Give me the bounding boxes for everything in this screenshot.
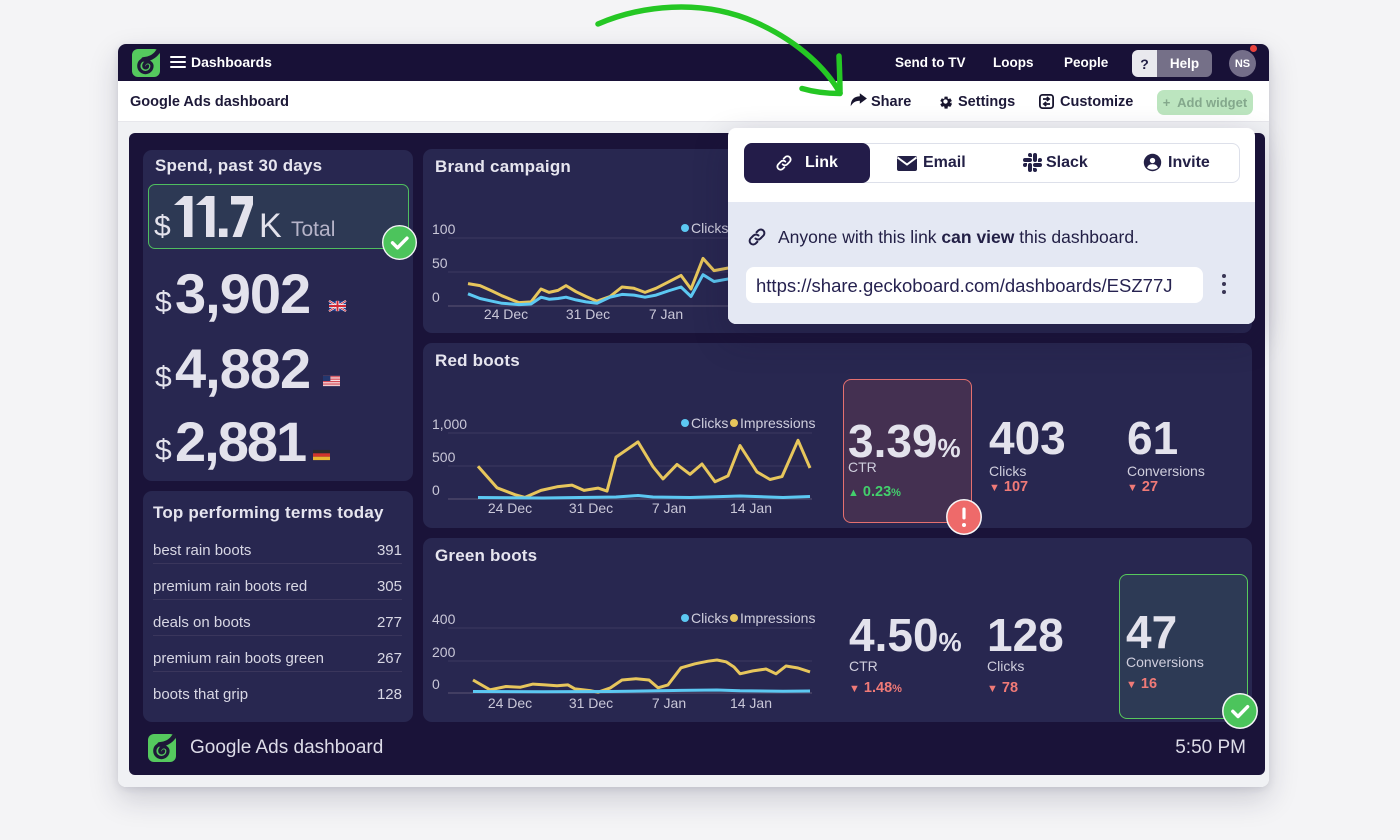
- svg-text:1,000: 1,000: [432, 416, 467, 432]
- svg-text:500: 500: [432, 449, 456, 465]
- svg-text:0: 0: [432, 289, 440, 305]
- svg-text:Clicks: Clicks: [691, 610, 728, 626]
- svg-text:7 Jan: 7 Jan: [652, 695, 686, 711]
- svg-text:24 Dec: 24 Dec: [488, 695, 532, 711]
- svg-text:100: 100: [432, 221, 456, 237]
- svg-text:31 Dec: 31 Dec: [569, 500, 613, 516]
- svg-text:50: 50: [432, 255, 448, 271]
- svg-text:200: 200: [432, 644, 456, 660]
- svg-text:31 Dec: 31 Dec: [566, 306, 610, 322]
- svg-text:Impressions: Impressions: [740, 415, 815, 431]
- svg-text:14 Jan: 14 Jan: [730, 695, 772, 711]
- svg-text:31 Dec: 31 Dec: [569, 695, 613, 711]
- svg-text:7 Jan: 7 Jan: [652, 500, 686, 516]
- svg-text:0: 0: [432, 482, 440, 498]
- svg-text:Impressions: Impressions: [740, 610, 815, 626]
- svg-text:Clicks: Clicks: [691, 220, 728, 236]
- svg-text:Clicks: Clicks: [691, 415, 728, 431]
- svg-text:24 Dec: 24 Dec: [488, 500, 532, 516]
- svg-text:24 Dec: 24 Dec: [484, 306, 528, 322]
- svg-text:14 Jan: 14 Jan: [730, 500, 772, 516]
- svg-text:400: 400: [432, 611, 456, 627]
- svg-text:0: 0: [432, 676, 440, 692]
- svg-text:7 Jan: 7 Jan: [649, 306, 683, 322]
